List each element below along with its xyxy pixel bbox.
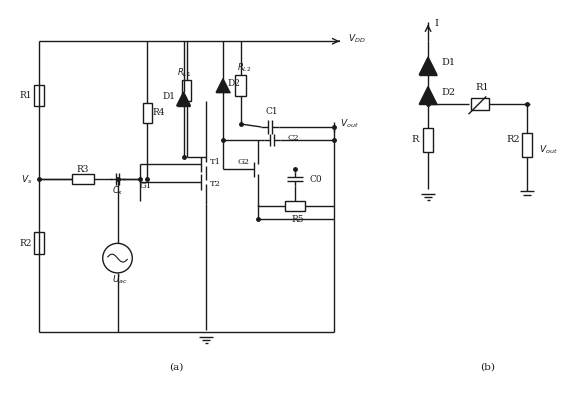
Text: G2: G2 — [238, 158, 250, 165]
Text: R2: R2 — [506, 135, 520, 144]
Text: $V_{out}$: $V_{out}$ — [340, 118, 359, 130]
Text: R2: R2 — [20, 239, 32, 248]
Bar — [72, 174, 94, 184]
Text: R1: R1 — [475, 83, 489, 92]
Text: $V_{DD}$: $V_{DD}$ — [348, 32, 366, 45]
Text: $V_s$: $V_s$ — [21, 173, 32, 186]
Bar — [236, 75, 246, 97]
Text: $V_{out}$: $V_{out}$ — [540, 143, 558, 156]
Text: R3: R3 — [77, 165, 89, 174]
Text: D1: D1 — [442, 58, 456, 67]
Bar — [472, 98, 489, 110]
Bar — [34, 85, 43, 106]
Bar — [285, 201, 305, 211]
Bar — [182, 80, 192, 101]
Bar — [34, 232, 43, 254]
Text: T1: T1 — [210, 158, 220, 167]
Polygon shape — [419, 57, 437, 75]
Polygon shape — [216, 79, 230, 93]
Text: D1: D1 — [162, 93, 175, 101]
Bar — [522, 133, 532, 156]
Text: C1: C1 — [266, 107, 278, 116]
Polygon shape — [419, 87, 437, 104]
Text: T2: T2 — [210, 180, 220, 188]
Text: $C_x$: $C_x$ — [112, 185, 123, 197]
Bar — [423, 128, 433, 152]
Text: G1: G1 — [139, 182, 151, 190]
Text: $R_{L1}$: $R_{L1}$ — [178, 67, 192, 79]
Text: I: I — [434, 19, 438, 28]
Polygon shape — [176, 92, 190, 106]
Text: R5: R5 — [292, 215, 304, 224]
Text: (b): (b) — [480, 362, 495, 371]
Text: C2: C2 — [287, 134, 299, 142]
Text: (a): (a) — [169, 362, 184, 371]
Text: R1: R1 — [19, 91, 32, 100]
Text: R: R — [411, 135, 419, 144]
Text: $R_{L2}$: $R_{L2}$ — [237, 61, 251, 74]
Text: D2: D2 — [442, 88, 456, 97]
Text: D2: D2 — [228, 79, 241, 88]
Text: C0: C0 — [310, 175, 322, 184]
Text: $U_{ac}$: $U_{ac}$ — [111, 273, 127, 286]
Bar — [142, 103, 152, 123]
Text: R4: R4 — [153, 108, 165, 117]
